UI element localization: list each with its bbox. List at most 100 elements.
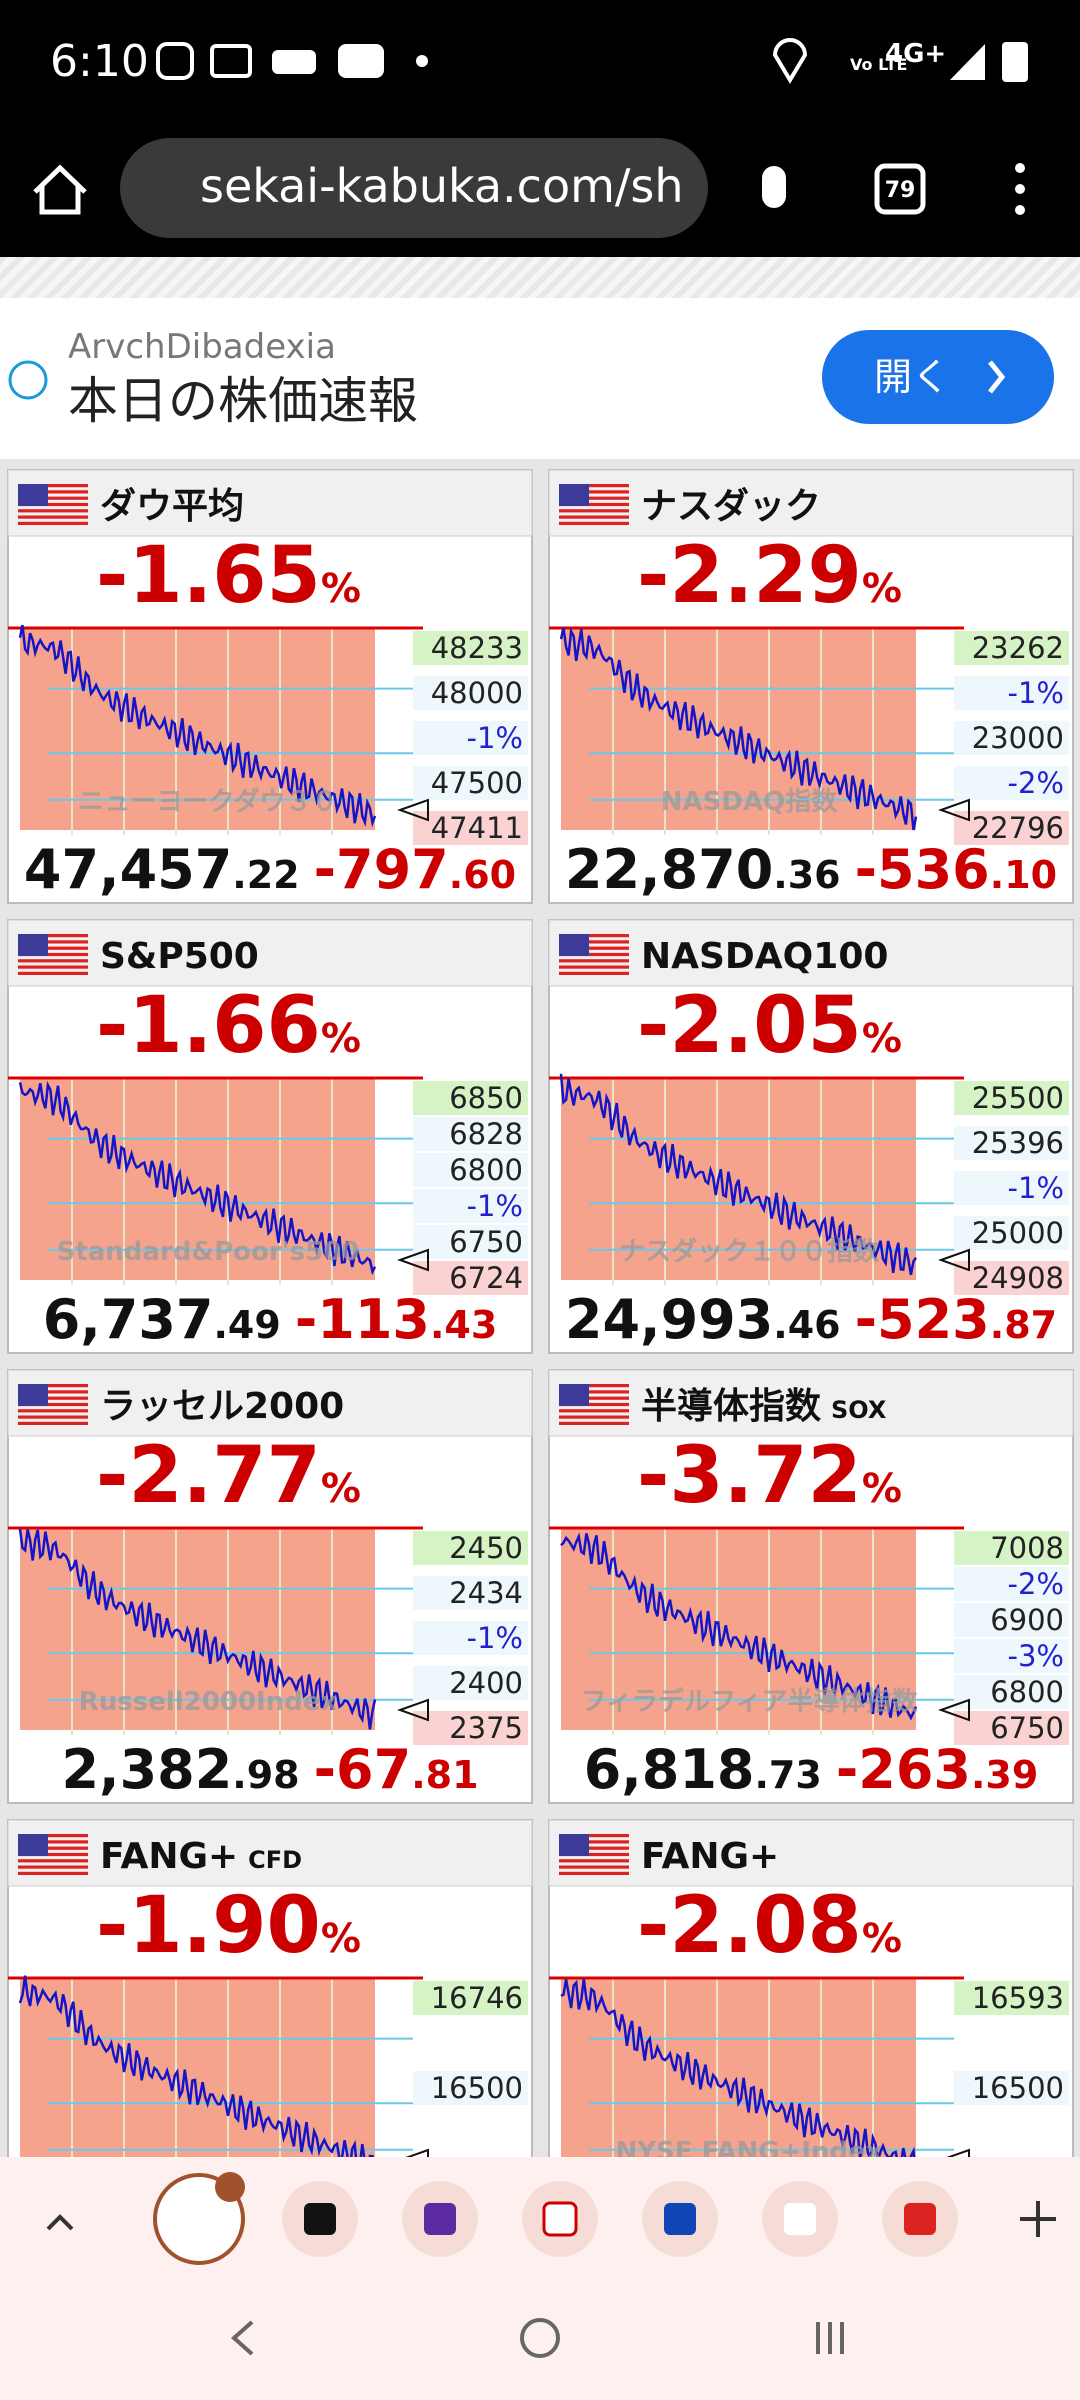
marker — [405, 2148, 429, 2157]
watermark: NYSE FANG+Index — [615, 2137, 882, 2157]
price-line — [18, 1975, 374, 2157]
index-name: S&P500 — [100, 936, 259, 977]
icon — [338, 44, 384, 78]
mic[interactable] — [762, 166, 786, 208]
index-card[interactable]: S&P500-1.66% Standard&Poor's500 6850682868… — [7, 919, 533, 1354]
flag-stripe — [559, 509, 629, 513]
flag-canton — [559, 1384, 589, 1406]
change-pct: -1.66% — [96, 981, 361, 1071]
flag-stripe — [18, 1415, 88, 1419]
price-line — [560, 1978, 916, 2157]
flag-stripe — [559, 1859, 629, 1863]
card-header — [548, 1819, 1074, 1887]
label-bg — [954, 2071, 1069, 2105]
ad-banner[interactable]: ArvchDibadexia 本日の株価速報 開く — [0, 298, 1080, 459]
menu[interactable] — [1015, 163, 1025, 173]
index-card[interactable]: ナスダック-2.29% NASDAQ指数 23262 -1% 23000 -2% 22796… — [548, 469, 1074, 904]
menu[interactable] — [1015, 205, 1025, 215]
url-field[interactable] — [120, 138, 708, 238]
price-line — [559, 1073, 918, 1276]
axis-label: 25500 — [972, 1081, 1064, 1115]
expand[interactable] — [46, 2214, 74, 2231]
label-bg — [413, 1981, 528, 2015]
url[interactable]: sekai-kabuka.com/sh — [200, 159, 684, 213]
label-bg — [954, 1639, 1069, 1673]
axis-label: 2450 — [449, 1531, 523, 1565]
label-bg — [954, 766, 1069, 800]
axis-label: 48233 — [431, 631, 523, 665]
change-dec: .87 — [990, 1303, 1057, 1347]
app-glyph — [664, 2203, 696, 2235]
tab-count[interactable]: 79 — [885, 178, 916, 203]
axis-label: 6750 — [990, 1711, 1064, 1745]
flag-stripe — [18, 940, 88, 944]
flag-stripe — [559, 515, 629, 519]
signal — [950, 44, 985, 80]
change-dec: .39 — [971, 1753, 1038, 1797]
flag-stripe — [559, 1852, 629, 1857]
back[interactable] — [230, 2320, 254, 2356]
index-name: FANG+ — [100, 1836, 238, 1877]
marker — [938, 1698, 970, 1722]
label-bg — [413, 1261, 528, 1295]
network: 4G+ — [885, 39, 946, 69]
axis-label: 6724 — [449, 1261, 523, 1295]
change-int: -523 — [855, 1288, 990, 1351]
label-bg — [954, 1675, 1069, 1709]
tabs-button[interactable] — [874, 163, 926, 215]
menu[interactable] — [1015, 184, 1025, 194]
change-pct: -2.77% — [96, 1431, 361, 1521]
ad-button-label[interactable]: 開く — [874, 355, 950, 399]
home-button[interactable] — [33, 164, 87, 215]
flag-stripe — [559, 1415, 629, 1419]
chart-shade — [561, 1978, 916, 2157]
axis-label: 2375 — [449, 1711, 523, 1745]
flag-canton — [18, 934, 48, 956]
home[interactable] — [520, 2318, 560, 2358]
flag-stripe — [18, 496, 88, 500]
flag-stripe — [559, 1402, 629, 1407]
index-card[interactable]: 半導体指数 SOX-3.72%フィラデルフィア半導体指数7008-2%6900-3… — [548, 1369, 1074, 1804]
card-header — [7, 1819, 533, 1887]
card-header — [548, 1369, 1074, 1437]
pct-value: -2.77 — [96, 1431, 321, 1521]
flag-canton — [559, 1834, 589, 1856]
axis-label: -1% — [467, 721, 523, 755]
flag-stripe — [18, 965, 88, 969]
flag-stripe — [559, 1421, 629, 1425]
browser-bar: sekai-kabuka.com/sh 79 — [0, 122, 1080, 257]
index-card[interactable]: NASDAQ100-2.05% ナスダック１００指数 25500 25396 -1% 25… — [548, 919, 1074, 1354]
index-card[interactable]: ラッセル2000-2.77% Russell2000Index 2450 2434 -1… — [7, 1369, 533, 1804]
axis-label: 6800 — [990, 1675, 1064, 1709]
add-button[interactable] — [1020, 2201, 1056, 2237]
label-bg — [954, 1531, 1069, 1565]
index-card[interactable]: ダウ平均-1.65% ニューヨークダウ３０ 48233 48000 -1% 47500 47… — [7, 469, 533, 904]
flag-stripe — [559, 940, 629, 944]
label-bg — [413, 811, 528, 845]
axis-label: 16500 — [431, 2071, 523, 2105]
marker — [397, 1248, 429, 1272]
card-title: ラッセル2000 — [100, 1386, 344, 1427]
axis-label: 6900 — [990, 1603, 1064, 1637]
marker — [938, 798, 970, 822]
chart-shade — [20, 1978, 375, 2157]
quote: 24,993.46 -523.87 — [565, 1288, 1057, 1351]
axis-label: -1% — [1008, 1171, 1064, 1205]
marker — [397, 1698, 429, 1722]
quote: 22,870.36 -536.10 — [565, 838, 1057, 901]
index-name: ラッセル2000 — [100, 1386, 344, 1427]
ad-button[interactable] — [822, 330, 1054, 424]
info-icon[interactable] — [8, 360, 48, 400]
price-line — [560, 1532, 918, 1721]
battery — [1002, 42, 1028, 82]
flag-stripe — [18, 1409, 88, 1413]
price-dec: .36 — [773, 853, 840, 897]
change-dec: .60 — [449, 853, 516, 897]
label-bg — [954, 1171, 1069, 1205]
label-bg — [413, 1531, 528, 1565]
recents[interactable] — [816, 2322, 844, 2354]
close-badge[interactable] — [215, 2172, 245, 2202]
